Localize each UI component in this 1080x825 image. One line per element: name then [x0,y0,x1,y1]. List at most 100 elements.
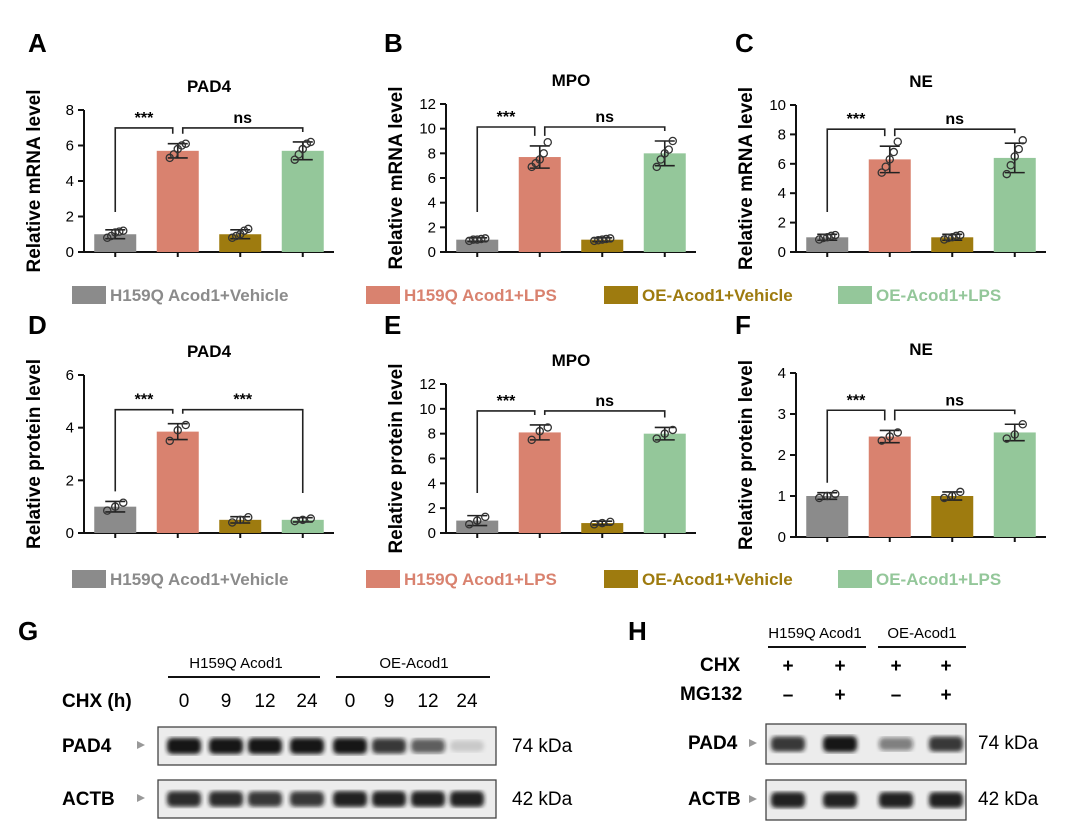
y-tick-label: 6 [428,451,436,468]
bar [931,496,974,537]
panel-letter: D [28,310,47,340]
data-point [535,155,545,164]
bar [219,519,262,533]
chart-ne-mrna: NE Relative mRNA level 0 2 4 6 8 10 *** ns [736,72,1046,270]
data-point [598,518,607,528]
group-label: OE-Acod1 [379,655,448,672]
size-label: 42 kDa [512,789,573,810]
blot-band [411,739,445,753]
blot-band [333,791,367,807]
significance-bracket [893,128,1016,137]
legend-label: H159Q Acod1+Vehicle [110,286,288,305]
data-point [243,224,253,234]
data-point [668,136,678,146]
data-point [111,228,120,237]
panel-letter: C [735,28,754,58]
y-tick-label: 10 [769,97,786,114]
arrow-icon [749,795,757,803]
data-point [306,514,315,523]
bar [219,234,262,252]
y-tick-label: 6 [66,138,74,155]
y-tick-label: 8 [66,102,74,119]
blot-band [411,791,445,807]
data-point [877,436,887,445]
significance-label: *** [497,393,516,410]
chart-pad4-mrna: PAD4 Relative mRNA level 0 2 4 6 8 *** ns [24,77,334,273]
blot-band [372,738,406,754]
bar [868,436,911,537]
blot-band [823,792,857,808]
size-label: 74 kDa [978,733,1039,754]
data-point [885,155,895,164]
y-tick-label: 2 [428,219,436,236]
legend-label: OE-Acod1+Vehicle [642,286,793,305]
blot-band [248,791,282,807]
panel-letter: B [384,28,403,58]
blot-strip [765,779,967,821]
y-tick-label: 0 [428,525,436,542]
data-point [103,506,112,515]
significance-bracket [114,127,174,212]
data-point [827,231,836,241]
data-point [227,518,237,527]
panel-letter: E [384,310,401,340]
timepoint-label: 24 [296,691,318,712]
bar [931,237,974,252]
legend-swatch [366,286,400,304]
group-label: H159Q Acod1 [189,655,282,672]
bar [456,239,499,252]
size-label: 74 kDa [512,736,573,757]
chart-title: PAD4 [187,77,232,96]
y-tick-label: 1 [778,488,786,505]
y-tick-label: 10 [419,121,436,138]
chart-pad4-protein: PAD4 Relative protein level 0 2 4 6 *** *** [24,342,334,549]
bar [581,523,624,533]
significance-label: ns [595,109,614,126]
data-point [527,435,537,445]
bar [156,431,199,533]
legend-swatch [72,570,106,588]
bar [518,157,561,252]
significance-label: *** [135,110,154,127]
timepoint-label: 9 [384,691,395,712]
data-point [952,231,961,241]
legend-swatch [366,570,400,588]
y-tick-label: 2 [428,500,436,517]
chart-mpo-mrna: MPO Relative mRNA level 0 2 4 6 8 10 12 *** ns [386,71,696,270]
data-point [290,155,299,164]
y-tick-label: 10 [419,401,436,418]
arrow-icon [137,794,145,802]
legend-label: H159Q Acod1+LPS [404,570,557,589]
chart-ne-protein: NE Relative protein level 0 1 2 3 4 *** ns [736,340,1046,550]
blot-band [929,792,963,808]
significance-label: ns [233,110,252,127]
panel-letter: G [18,616,38,646]
significance-bracket [476,126,536,212]
treatment-sign: + [890,656,901,677]
significance-bracket [476,410,536,493]
data-point [602,234,611,244]
data-point [1006,161,1016,170]
data-point [815,235,824,244]
y-tick-label: 0 [66,525,74,542]
y-tick-label: 0 [66,244,74,261]
data-point [831,489,840,499]
timepoint-label: 12 [417,691,438,712]
y-axis-label: Relative protein level [386,363,407,553]
blot-band [450,791,484,807]
bar [806,237,849,252]
group-label: OE-Acod1 [887,625,956,642]
blot-band [290,791,324,807]
data-point [298,515,307,525]
blot-band [209,791,243,807]
bar [868,159,911,252]
data-point [944,233,953,243]
data-point [831,230,840,240]
treatment-signs: + + + + – + – + [782,656,951,706]
data-point [119,498,128,507]
significance-bracket [543,410,666,418]
significance-bracket [826,409,886,483]
data-point [290,516,299,526]
arrow-icon [749,739,757,747]
